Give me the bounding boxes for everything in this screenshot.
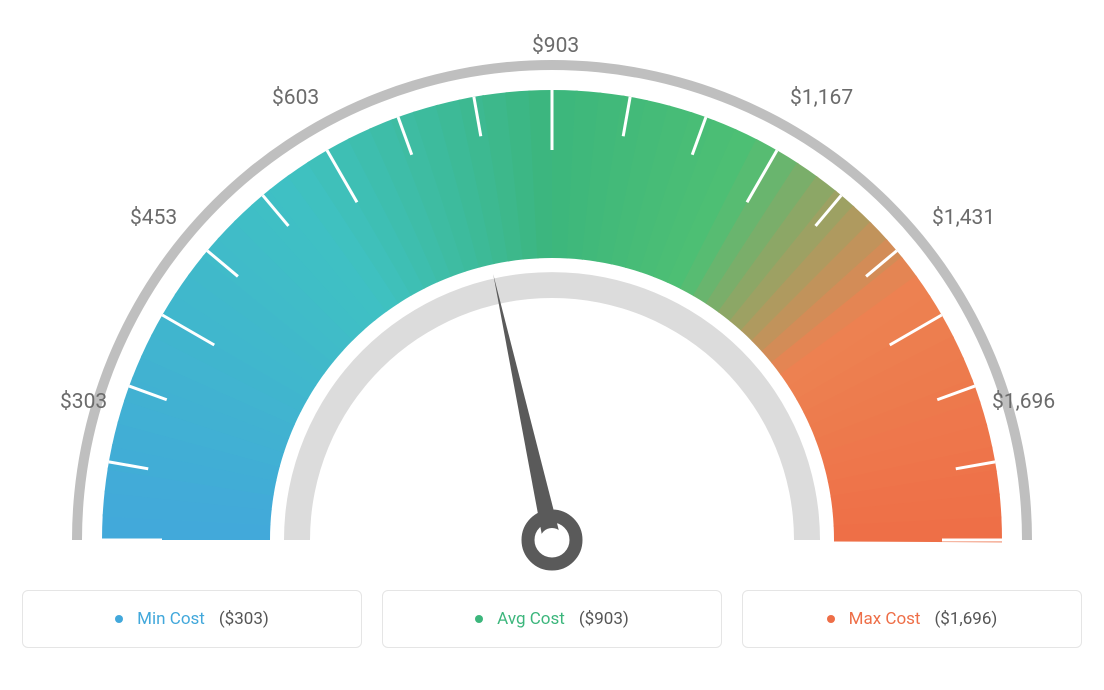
gauge-needle: [493, 274, 561, 542]
gauge-svg: [22, 20, 1082, 580]
gauge-tick-label: $303: [60, 390, 107, 414]
legend-card-avg-cost: Avg Cost ($903): [382, 590, 722, 648]
legend-label: Max Cost: [849, 609, 921, 629]
legend-card-min-cost: Min Cost ($303): [22, 590, 362, 648]
legend-label: Min Cost: [137, 609, 205, 629]
gauge-tick-label: $603: [272, 86, 319, 110]
legend-dot: [827, 615, 835, 623]
legend-value: ($303): [219, 609, 269, 629]
legend-dot: [475, 615, 483, 623]
legend-value: ($903): [579, 609, 629, 629]
gauge-tick-label: $1,167: [790, 86, 853, 110]
gauge-tick-label: $903: [532, 34, 579, 58]
gauge-needle-hub-center: [540, 528, 564, 552]
legend-card-max-cost: Max Cost ($1,696): [742, 590, 1082, 648]
legend-value: ($1,696): [934, 609, 997, 629]
legend-row: Min Cost ($303) Avg Cost ($903) Max Cost ($1,…: [22, 590, 1082, 648]
gauge-tick-label: $1,431: [932, 206, 995, 230]
cost-gauge-chart: $303 $453 $603 $903 $1,167 $1,431 $1,696: [22, 20, 1082, 580]
gauge-tick-label: $1,696: [992, 390, 1055, 414]
gauge-tick-label: $453: [130, 206, 177, 230]
legend-dot: [115, 615, 123, 623]
legend-label: Avg Cost: [497, 609, 565, 629]
